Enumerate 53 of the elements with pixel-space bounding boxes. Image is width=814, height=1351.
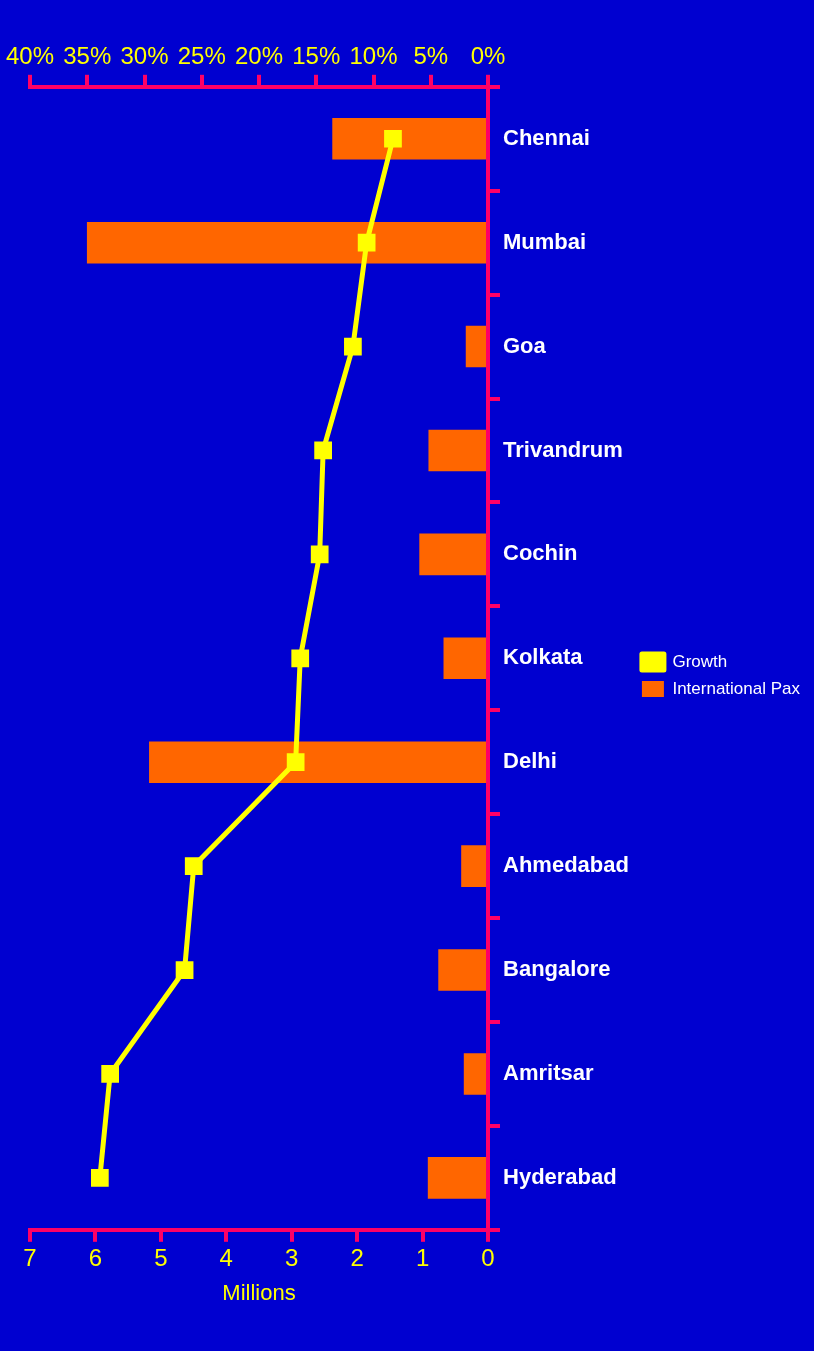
point bbox=[344, 337, 362, 356]
point bbox=[310, 545, 329, 564]
y-tick-label: Delhi bbox=[503, 748, 557, 774]
x2-tick-label: 35% bbox=[63, 42, 112, 70]
y-tick-label: Mumbai bbox=[503, 228, 587, 254]
bar bbox=[428, 429, 487, 472]
x2-tick-label: 15% bbox=[292, 42, 341, 70]
x2-tick-label: 20% bbox=[234, 42, 284, 70]
point bbox=[286, 753, 305, 772]
legend-label: Growth bbox=[672, 651, 728, 671]
x-tick-label: 6 bbox=[88, 1243, 103, 1271]
legend-label: International Pax bbox=[672, 678, 801, 698]
x-tick-label: 0 bbox=[481, 1243, 495, 1271]
bar bbox=[149, 741, 487, 783]
y-tick-label: Amritsar bbox=[503, 1060, 594, 1085]
y-tick-label: Bangalore bbox=[503, 956, 611, 982]
x2-tick-label: 40% bbox=[5, 42, 55, 70]
point bbox=[384, 129, 402, 148]
point bbox=[90, 1168, 109, 1187]
point bbox=[101, 1065, 120, 1083]
bar bbox=[463, 1053, 487, 1095]
point bbox=[175, 961, 194, 979]
x-tick-label: 3 bbox=[285, 1243, 299, 1271]
y-tick-label: Kolkata bbox=[503, 644, 584, 670]
x-tick-label: 4 bbox=[219, 1243, 233, 1271]
x-tick-label: 5 bbox=[154, 1243, 168, 1271]
y-tick-label: Ahmedabad bbox=[503, 852, 629, 878]
x2-tick-label: 10% bbox=[349, 42, 398, 70]
x2-tick-label: 25% bbox=[177, 42, 226, 70]
y-tick-label: Hyderabad bbox=[503, 1163, 617, 1189]
bar bbox=[465, 325, 487, 368]
y-tick-label: Trivandrum bbox=[503, 436, 623, 462]
x2-tick-label: 30% bbox=[120, 42, 169, 70]
bar bbox=[332, 117, 487, 160]
y-tick-label: Cochin bbox=[503, 540, 578, 566]
bar bbox=[86, 221, 487, 264]
y-tick-label: Chennai bbox=[503, 124, 590, 150]
point bbox=[357, 233, 376, 252]
point bbox=[314, 441, 332, 460]
bar bbox=[461, 845, 487, 887]
x-tick-label: 7 bbox=[23, 1243, 37, 1271]
bar bbox=[438, 949, 487, 991]
bar bbox=[427, 1157, 487, 1199]
x-tick-label: 1 bbox=[415, 1243, 430, 1271]
bar bbox=[443, 637, 487, 680]
x-tick-label: 2 bbox=[350, 1243, 364, 1271]
x2-tick-label: 0% bbox=[470, 42, 506, 70]
x2-tick-label: 5% bbox=[413, 42, 449, 70]
point bbox=[184, 857, 203, 875]
y-tick-label: Goa bbox=[503, 332, 547, 358]
bar bbox=[419, 533, 487, 576]
x-axis-title: Millions bbox=[222, 1279, 296, 1305]
point bbox=[291, 649, 310, 668]
